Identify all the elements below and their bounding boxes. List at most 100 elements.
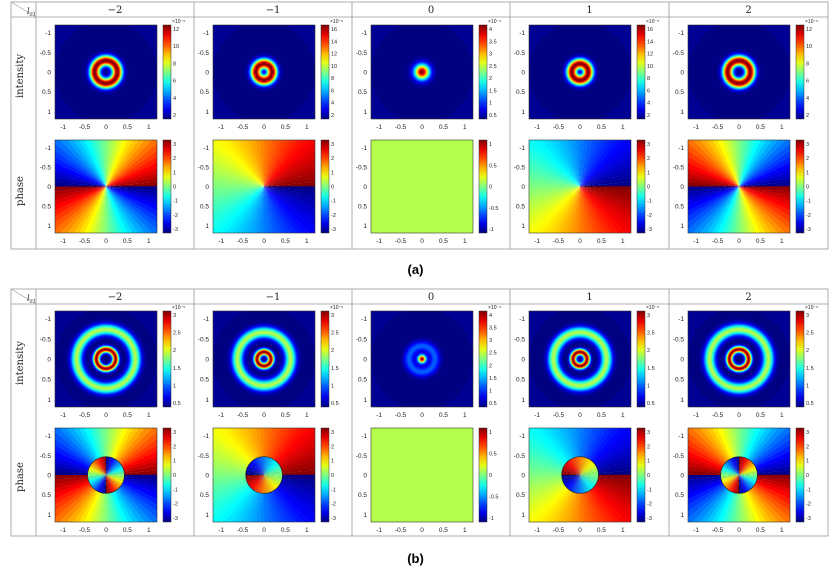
phase-inner-wedge [264, 475, 271, 493]
colorbar-tick-label: 2.5 [489, 64, 497, 70]
phase-wedge [264, 186, 315, 233]
phase-inner-wedge [106, 457, 113, 475]
colorbar-tick-label: 12 [647, 52, 653, 58]
y-tick-label: 1 [47, 109, 51, 116]
phase-inner-wedge [580, 475, 595, 488]
phase-inner-wedge [257, 457, 264, 475]
colorbar-exponent: ×10⁻⁴ [488, 305, 501, 311]
phase-map [687, 427, 791, 523]
colorbar-tick-label: 2 [647, 113, 650, 119]
y-tick-label: 0 [521, 184, 525, 191]
phase-uniform [371, 140, 473, 233]
phase-wedge [739, 140, 790, 187]
phase-inner-wedge [106, 459, 118, 475]
phase-inner-wedge [580, 467, 598, 475]
phase-inner-wedge [573, 475, 580, 493]
phase-inner-wedge [264, 463, 280, 475]
x-tick-label: 0 [262, 412, 266, 419]
phase-wedge [575, 186, 581, 233]
x-tick-label: 1 [463, 124, 467, 131]
phase-wedge [580, 186, 631, 233]
colorbar-tick-label: 1.5 [647, 366, 655, 372]
phase-inner-wedge [106, 475, 125, 480]
phase-wedge [739, 140, 772, 187]
phase-inner-wedge [562, 468, 580, 475]
phase-wedge [580, 140, 631, 187]
y-tick-label: 0 [205, 70, 209, 77]
y-tick-label: -1 [203, 145, 209, 152]
x-tick-label: -0.5 [395, 412, 407, 419]
phase-wedge [101, 186, 107, 233]
phase-wedge [580, 186, 631, 191]
phase-inner-wedge [264, 475, 282, 482]
colorbar-tick-label: 2 [331, 113, 334, 119]
x-tick-label: -1 [60, 412, 66, 419]
phase-wedge [213, 186, 264, 233]
phase-inner-wedge [254, 458, 264, 475]
phase-inner-wedge [106, 470, 125, 475]
y-tick-label: -1 [45, 433, 51, 440]
phase-inner-wedge [245, 471, 264, 475]
phase-inner-wedge [580, 465, 597, 475]
y-tick-label: -1 [678, 30, 684, 37]
phase-inner-wedge [580, 475, 590, 492]
x-tick-label: -1 [534, 527, 540, 534]
colorbar-tick-label: 0 [173, 185, 176, 191]
phase-inner-wedge [739, 456, 744, 475]
plot-frame [528, 139, 632, 234]
phase-inner-wedge [735, 475, 739, 494]
y-tick-label: -1 [361, 433, 367, 440]
colorbar-tick-label: 6 [173, 79, 176, 85]
column-header: 0 [428, 5, 434, 16]
phase-wedge [692, 186, 739, 233]
y-tick-label: 0.5 [516, 377, 525, 384]
y-tick-label: 0.5 [42, 89, 51, 96]
colorbar-tick-label: 2 [331, 444, 334, 450]
x-tick-label: 0.5 [439, 412, 448, 419]
phase-inner-wedge [729, 458, 739, 475]
phase-inner-wedge [106, 468, 124, 475]
colorbar-tick-label: 0.5 [489, 163, 497, 169]
x-tick-label: 0.5 [439, 527, 448, 534]
phase-wedge [580, 140, 597, 187]
column-header: 2 [745, 5, 751, 16]
phase-inner-wedge [739, 467, 757, 475]
y-tick-label: 0 [363, 70, 367, 77]
phase-inner-wedge [725, 460, 739, 475]
x-tick-label: 0.5 [597, 527, 606, 534]
phase-inner-wedge [729, 475, 739, 492]
y-tick-label: 0.5 [358, 492, 367, 499]
phase-inner-wedge [248, 464, 264, 475]
intensity-colorbar [478, 310, 488, 408]
y-tick-label: 1 [521, 512, 525, 519]
phase-wedge [580, 186, 631, 216]
x-tick-label: -0.5 [712, 238, 724, 245]
phase-inner-wedge [90, 475, 106, 487]
phase-wedge [213, 167, 264, 187]
intensity-ring [371, 25, 473, 119]
x-tick-label: 0 [104, 124, 108, 131]
phase-wedge [739, 186, 790, 191]
intensity-colorbar [795, 24, 805, 120]
phase-wedge [580, 140, 589, 187]
phase-inner-wedge [575, 475, 580, 494]
colorbar-tick-label: 2.5 [331, 331, 339, 337]
y-tick-label: -1 [203, 30, 209, 37]
phase-colorbar [320, 427, 330, 523]
colorbar-tick-label: 1 [806, 459, 809, 465]
phase-inner-wedge [567, 475, 580, 490]
y-tick-label: -1 [203, 433, 209, 440]
y-tick-label: -0.5 [40, 50, 52, 57]
colorbar-tick-label: 0 [489, 473, 492, 479]
phase-inner-wedge [720, 475, 739, 480]
x-tick-label: 0 [578, 527, 582, 534]
phase-inner-wedge [264, 475, 280, 487]
phase-inner-wedge [106, 475, 114, 493]
phase-inner-wedge [264, 464, 280, 475]
phase-wedge [106, 186, 157, 230]
x-tick-label: 0 [737, 238, 741, 245]
plot-frame [212, 24, 316, 120]
colorbar-tick-label: 3 [173, 430, 176, 436]
phase-inner-wedge [579, 456, 582, 475]
y-tick-label: -0.5 [514, 164, 526, 171]
